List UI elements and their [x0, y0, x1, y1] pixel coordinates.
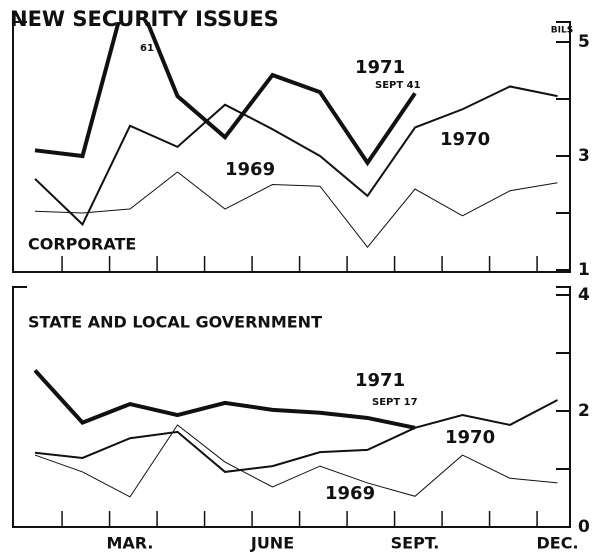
series-line: [34, 424, 558, 498]
annotation: 61: [140, 43, 154, 54]
x-tick-label: DEC.: [536, 534, 578, 553]
series-label: 1970: [445, 427, 495, 448]
y-tick-label: 3: [578, 146, 590, 166]
series-line: [34, 171, 558, 249]
frame: [12, 286, 571, 528]
plot: [34, 22, 558, 249]
series-label: 1970: [440, 129, 490, 150]
series-label: 1969: [325, 483, 375, 504]
chart-title: NEW SECURITY ISSUES: [10, 7, 279, 31]
y-tick-label: 4: [578, 285, 590, 305]
y-tick-label: 5: [578, 32, 590, 52]
x-tick-label: SEPT.: [391, 534, 440, 553]
x-tick-label: MAR.: [107, 534, 154, 553]
series-line: [34, 85, 558, 227]
plot: [33, 369, 558, 498]
series-line: [33, 369, 416, 430]
y-tick-label: 1: [578, 260, 590, 280]
series-label: 1971: [355, 57, 405, 78]
series-line: [34, 22, 417, 167]
series-label: 1971: [355, 370, 405, 391]
panel-label: STATE AND LOCAL GOVERNMENT: [28, 313, 322, 332]
y-unit: BILS: [551, 26, 573, 36]
annotation: SEPT 41: [375, 80, 421, 91]
series-line: [34, 399, 558, 473]
y-tick-label: 2: [578, 401, 590, 421]
series-label: 1969: [225, 159, 275, 180]
x-tick-label: JUNE: [250, 534, 294, 553]
annotation: SEPT 17: [372, 397, 418, 408]
panel-label: CORPORATE: [28, 235, 136, 254]
y-tick-label: 0: [578, 517, 590, 537]
frame: [12, 21, 571, 273]
